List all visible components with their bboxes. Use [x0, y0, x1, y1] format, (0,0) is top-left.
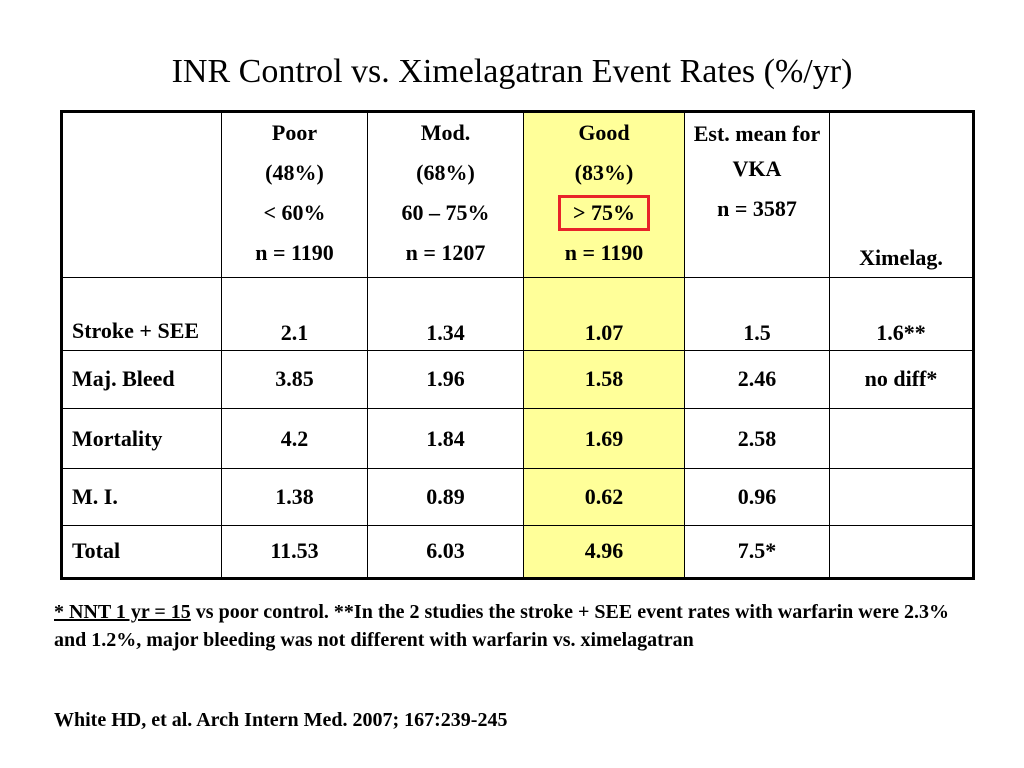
cell: 1.96: [367, 349, 524, 409]
header-good-name: Good: [578, 120, 630, 145]
cell: 6.03: [367, 524, 524, 580]
citation: White HD, et al. Arch Intern Med. 2007; …: [54, 709, 508, 731]
table-row: Mortality 4.2 1.84 1.69 2.58: [61, 407, 974, 470]
header-empty-cell: [61, 110, 222, 279]
cell-highlight: 1.69: [523, 407, 685, 470]
header-poor-n: n = 1190: [255, 240, 334, 265]
cell: 7.5*: [684, 524, 830, 580]
header-vka-n: n = 3587: [717, 196, 797, 221]
header-good-range-box: > 75%: [557, 195, 651, 231]
cell: 1.38: [221, 468, 368, 526]
event-rates-table: Poor (48%) < 60% n = 1190 Mod. (68%) 60 …: [60, 110, 975, 580]
header-good-pct: (83%): [574, 160, 634, 185]
cell: no diff*: [829, 349, 974, 409]
header-mod-name: Mod.: [420, 120, 471, 145]
cell-highlight: 1.07: [523, 277, 685, 351]
cell: 2.58: [684, 407, 830, 470]
header-good-n: n = 1190: [564, 240, 644, 265]
footnote: * NNT 1 yr = 15 vs poor control. **In th…: [54, 598, 984, 654]
cell: 2.1: [221, 277, 368, 351]
header-poor-range: < 60%: [263, 200, 326, 225]
cell: 4.2: [221, 407, 368, 470]
cell: 3.85: [221, 349, 368, 409]
cell: 11.53: [221, 524, 368, 580]
row-label-total: Total: [61, 524, 222, 580]
header-mod-n: n = 1207: [405, 240, 486, 265]
cell-highlight: 4.96: [523, 524, 685, 580]
cell: 0.96: [684, 468, 830, 526]
header-poor: Poor (48%) < 60% n = 1190: [221, 110, 368, 279]
row-label-stroke: Stroke + SEE: [61, 277, 222, 351]
header-good: Good (83%) > 75% n = 1190: [523, 110, 685, 279]
header-poor-pct: (48%): [265, 160, 324, 185]
cell: 1.5: [684, 277, 830, 351]
slide-title: INR Control vs. Ximelagatran Event Rates…: [171, 53, 853, 90]
header-mod: Mod. (68%) 60 – 75% n = 1207: [367, 110, 524, 279]
table-header-row: Poor (48%) < 60% n = 1190 Mod. (68%) 60 …: [61, 110, 974, 279]
table-row: Maj. Bleed 3.85 1.96 1.58 2.46 no diff*: [61, 349, 974, 409]
cell: 2.46: [684, 349, 830, 409]
row-label-bleed: Maj. Bleed: [61, 349, 222, 409]
row-label-mortality: Mortality: [61, 407, 222, 470]
cell: 0.89: [367, 468, 524, 526]
cell-highlight: 0.62: [523, 468, 685, 526]
header-mod-range: 60 – 75%: [401, 200, 490, 225]
cell: 1.6**: [829, 277, 974, 351]
table-row: Total 11.53 6.03 4.96 7.5*: [61, 524, 974, 580]
cell: 1.84: [367, 407, 524, 470]
cell: [829, 468, 974, 526]
footnote-nnt: * NNT 1 yr = 15: [54, 601, 191, 623]
cell: [829, 407, 974, 470]
footnote-text: vs poor control. **In the 2 studies the …: [54, 601, 949, 651]
table-row: Stroke + SEE 2.1 1.34 1.07 1.5 1.6**: [61, 277, 974, 351]
header-poor-name: Poor: [271, 120, 318, 145]
header-vka-name: Est. mean for: [693, 121, 821, 146]
row-label-mi: M. I.: [61, 468, 222, 526]
cell-highlight: 1.58: [523, 349, 685, 409]
header-vka-label: VKA: [732, 156, 782, 181]
cell: 1.34: [367, 277, 524, 351]
header-mod-pct: (68%): [416, 160, 475, 185]
header-vka: Est. mean for VKA n = 3587: [684, 110, 830, 279]
table-row: M. I. 1.38 0.89 0.62 0.96: [61, 468, 974, 526]
header-ximelag: Ximelag.: [829, 110, 974, 279]
cell: [829, 524, 974, 580]
